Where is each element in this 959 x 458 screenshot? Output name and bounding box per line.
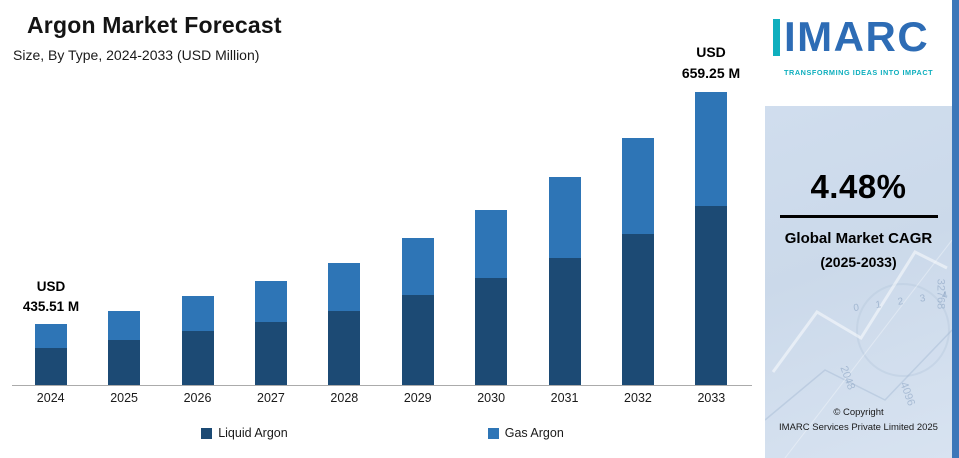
x-axis-label: 2029 xyxy=(403,391,432,405)
imarc-logo-card: IMARC TRANSFORMING IDEAS INTO IMPACT xyxy=(765,0,952,106)
bar-group-2032 xyxy=(601,92,674,385)
bar-group-2031 xyxy=(528,92,601,385)
legend-item-gas-argon: Gas Argon xyxy=(487,426,564,440)
bar-group-2033 xyxy=(675,92,748,385)
imarc-tagline: TRANSFORMING IDEAS INTO IMPACT xyxy=(784,68,934,77)
value-label-2024-line1: USD xyxy=(36,279,66,294)
legend-label-gas-argon: Gas Argon xyxy=(504,426,564,440)
gas-argon-swatch xyxy=(487,427,499,439)
cagr-label: Global Market CAGR xyxy=(784,230,933,247)
bar-segment-liquid-argon xyxy=(401,295,434,385)
liquid-argon-swatch xyxy=(201,427,213,439)
bar-segment-gas-argon xyxy=(254,281,287,322)
x-axis-label: 2028 xyxy=(330,391,359,405)
copyright-line2: IMARC Services Private Limited 2025 xyxy=(779,422,938,433)
value-label-2033-line1: USD xyxy=(696,44,726,60)
bar-segment-liquid-argon xyxy=(254,322,287,385)
x-axis-label: 2025 xyxy=(110,391,139,405)
copyright-notice: © Copyright IMARC Services Private Limit… xyxy=(765,405,952,435)
x-axis-label: 2030 xyxy=(477,391,506,405)
legend-label-liquid-argon: Liquid Argon xyxy=(218,426,288,440)
page-subtitle: Size, By Type, 2024-2033 (USD Million) xyxy=(13,47,260,63)
cagr-block: 4.48% Global Market CAGR (2025-2033) xyxy=(765,168,952,270)
legend-item-liquid-argon: Liquid Argon xyxy=(201,426,288,440)
page-title: Argon Market Forecast xyxy=(27,12,282,38)
cagr-value: 4.48% xyxy=(810,168,907,205)
chart-area: Argon Market Forecast Size, By Type, 202… xyxy=(0,12,765,440)
right-edge-strip xyxy=(952,0,959,458)
x-axis-baseline xyxy=(12,385,752,386)
bar-segment-liquid-argon xyxy=(475,278,508,385)
decorative-number: 2048 xyxy=(837,364,858,392)
x-axis-label: 2032 xyxy=(624,391,652,405)
bar-segment-gas-argon xyxy=(328,263,361,311)
bar-group-2026 xyxy=(161,92,234,385)
chart-legend: Liquid Argon Gas Argon xyxy=(0,426,765,440)
bar-segment-gas-argon xyxy=(695,92,728,206)
x-axis-label: 2033 xyxy=(697,391,726,405)
bar-segment-liquid-argon xyxy=(108,340,141,385)
value-label-2024-line2: 435.51 M xyxy=(22,299,80,314)
x-axis-label: 2031 xyxy=(550,391,579,405)
bar-segment-gas-argon xyxy=(548,177,581,258)
bars xyxy=(14,92,748,385)
bar-segment-gas-argon xyxy=(34,324,67,348)
x-axis-label: 2027 xyxy=(257,391,285,405)
value-label-2024: USD 435.51 M xyxy=(8,277,94,317)
bar-segment-liquid-argon xyxy=(328,311,361,385)
bar-group-2025 xyxy=(87,92,160,385)
bar-segment-gas-argon xyxy=(181,296,214,331)
bar-segment-liquid-argon xyxy=(548,258,581,385)
bar-segment-gas-argon xyxy=(475,210,508,278)
copyright-line1: © Copyright xyxy=(833,407,884,418)
bar-segment-liquid-argon xyxy=(34,348,67,385)
imarc-logo: IMARC xyxy=(773,16,929,58)
bar-group-2027 xyxy=(234,92,307,385)
decorative-number: 4096 xyxy=(897,380,918,408)
bar-group-2030 xyxy=(454,92,527,385)
decorative-axis-ticks: 0 1 2 3 4 xyxy=(852,288,956,315)
bar-segment-gas-argon xyxy=(401,238,434,295)
imarc-logo-bar-icon xyxy=(773,18,780,56)
bar-segment-liquid-argon xyxy=(695,206,728,385)
cagr-divider xyxy=(779,215,938,218)
cagr-period: (2025-2033) xyxy=(820,254,897,270)
imarc-logo-text: IMARC xyxy=(784,13,930,60)
value-label-2033-line2: 659.25 M xyxy=(681,65,741,81)
bar-group-2028 xyxy=(308,92,381,385)
bar-segment-liquid-argon xyxy=(621,234,654,385)
bar-group-2024 xyxy=(14,92,87,385)
brand-panel: 2048 4096 32768 0 1 2 3 4 IMARC TRANSFOR… xyxy=(765,0,959,458)
x-axis-label: 2026 xyxy=(183,391,212,405)
x-axis-label: 2024 xyxy=(36,391,65,405)
bar-segment-gas-argon xyxy=(621,138,654,234)
bar-segment-gas-argon xyxy=(108,311,141,340)
value-label-2033: USD 659.25 M xyxy=(662,42,760,84)
x-axis-labels: 2024 2025 2026 2027 2028 2029 2030 2031 2032 2033 xyxy=(14,391,748,405)
bar-group-2029 xyxy=(381,92,454,385)
bar-segment-liquid-argon xyxy=(181,331,214,385)
